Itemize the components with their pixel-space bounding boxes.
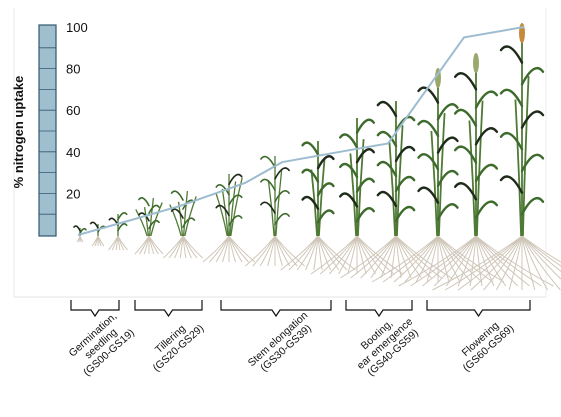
y-tick-label: 40 <box>66 145 80 160</box>
y-scale-bar <box>39 25 56 236</box>
y-tick-label: 20 <box>66 186 80 201</box>
scale-bar-body <box>39 25 56 236</box>
y-tick-label: 100 <box>66 20 88 35</box>
y-axis-label: % nitrogen uptake <box>11 76 26 189</box>
y-tick-label: 80 <box>66 62 80 77</box>
plant-ear <box>519 23 525 43</box>
y-tick-label: 60 <box>66 103 80 118</box>
plant-ear <box>473 53 479 73</box>
